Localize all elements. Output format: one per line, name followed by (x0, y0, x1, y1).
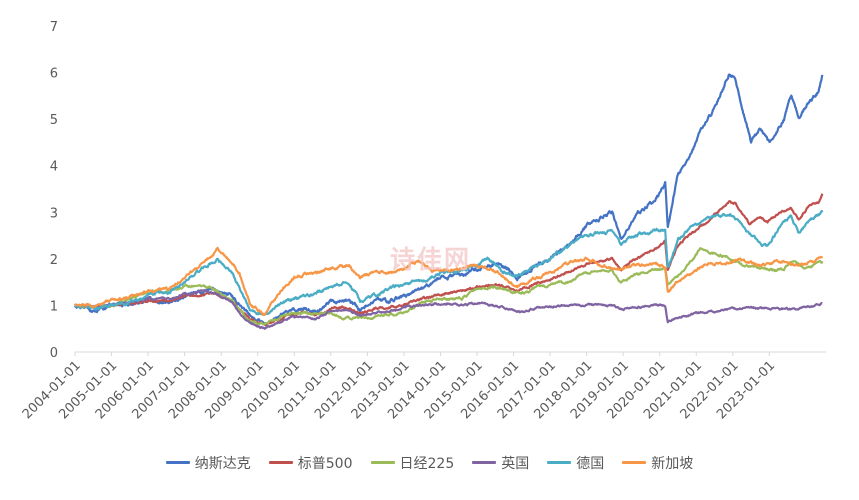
y-tick-label: 2 (50, 253, 58, 268)
legend-swatch (622, 461, 647, 464)
legend-label: 标普500 (297, 455, 353, 472)
y-tick-label: 7 (50, 20, 58, 35)
series-line-1 (74, 73, 824, 327)
legend: 纳斯达克 标普500 日经225 英国 德国 新加坡 (0, 452, 859, 473)
y-tick-label: 3 (50, 206, 58, 221)
legend-label: 纳斯达克 (194, 455, 251, 472)
legend-label: 新加坡 (651, 455, 694, 472)
series-line-4 (74, 289, 823, 330)
y-tick-label: 4 (50, 160, 58, 175)
y-tick-label: 1 (50, 299, 58, 314)
y-tick-label: 6 (50, 67, 58, 82)
legend-item: 纳斯达克 (165, 453, 251, 473)
legend-label: 德国 (576, 455, 605, 472)
series-line-6 (74, 246, 824, 317)
line-chart: 012345672004-01-012005-01-012006-01-0120… (20, 20, 826, 422)
legend-item: 日经225 (370, 453, 455, 473)
axes: 012345672004-01-012005-01-012006-01-0120… (20, 20, 826, 422)
watermark: 诗佳网 (390, 245, 472, 274)
y-tick-label: 0 (50, 346, 58, 361)
legend-item: 标普500 (268, 453, 353, 473)
legend-swatch (547, 461, 572, 464)
legend-swatch (268, 461, 293, 464)
y-tick-label: 5 (50, 113, 58, 128)
legend-item: 新加坡 (622, 453, 693, 473)
series-line-3 (74, 247, 824, 326)
legend-item: 德国 (547, 453, 604, 473)
legend-swatch (370, 461, 395, 464)
legend-item: 英国 (472, 453, 529, 473)
legend-label: 英国 (501, 455, 530, 472)
legend-swatch (472, 461, 497, 464)
legend-label: 日经225 (399, 455, 455, 472)
legend-swatch (165, 461, 190, 464)
series-line-2 (74, 193, 824, 327)
series-layer (74, 73, 824, 330)
